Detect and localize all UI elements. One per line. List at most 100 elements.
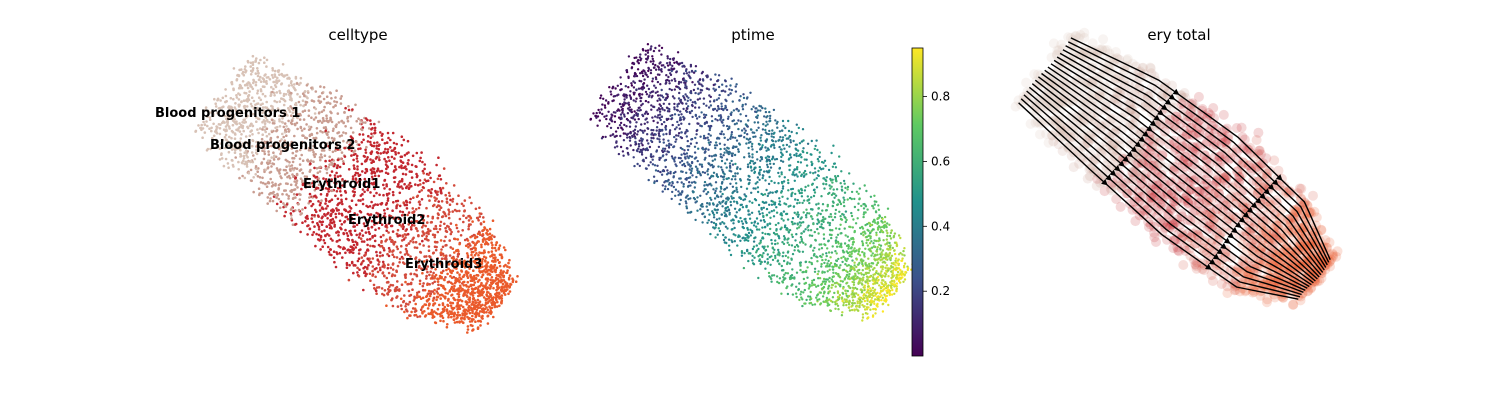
cell-point: [392, 149, 395, 152]
cell-point: [776, 259, 780, 262]
cell-point: [421, 271, 424, 275]
cell-point: [396, 234, 400, 238]
cell-point: [453, 298, 456, 301]
cell-point: [817, 212, 820, 215]
cell-point: [383, 157, 386, 161]
cell-point: [819, 291, 822, 294]
cell-point: [375, 286, 379, 289]
cell-point: [774, 140, 777, 143]
cell-point: [470, 247, 474, 251]
cell-point: [284, 189, 288, 192]
cell-point: [370, 132, 373, 136]
cell-point: [425, 235, 429, 238]
cell-point: [830, 251, 834, 254]
cell-point: [284, 182, 288, 185]
cell-point: [283, 122, 287, 125]
cell-point: [875, 231, 878, 234]
cell-point: [373, 122, 376, 126]
cell-point: [646, 49, 650, 52]
cell-point: [456, 248, 460, 252]
cell-point: [821, 209, 824, 212]
cell-point: [240, 133, 243, 136]
cell-point: [638, 106, 641, 109]
cell-point: [324, 159, 327, 163]
cell-point: [735, 107, 739, 111]
cell-point: [396, 228, 400, 232]
cell-point: [484, 240, 488, 244]
cell-point: [341, 202, 344, 206]
cell-point: [271, 76, 275, 79]
cell-point: [831, 181, 834, 184]
cell-point: [284, 210, 288, 214]
cell-point: [476, 298, 480, 302]
cell-point: [728, 126, 731, 130]
cell-point: [238, 84, 242, 88]
cell-point: [797, 126, 800, 130]
cell-point: [597, 108, 600, 112]
cell-point: [495, 274, 499, 277]
cell-point: [499, 269, 503, 272]
cell-point: [434, 224, 438, 228]
cell-point: [877, 204, 880, 207]
cell-point: [486, 308, 490, 312]
cell-point: [673, 61, 676, 64]
cell-point: [368, 272, 372, 276]
cell-point: [396, 305, 400, 308]
cell-point: [344, 179, 347, 183]
cell-point: [862, 203, 865, 206]
cell-point: [824, 282, 827, 286]
cell-point: [743, 127, 746, 130]
cell-point: [349, 141, 353, 144]
cell-point: [421, 288, 425, 292]
cell-point: [289, 183, 293, 187]
cell-point: [890, 282, 893, 285]
cell-point: [321, 245, 325, 248]
cell-point: [221, 121, 224, 125]
cell-point: [841, 292, 845, 295]
cell-point: [802, 171, 806, 175]
cell-point: [473, 246, 476, 249]
cell-point: [242, 154, 246, 158]
cell-point: [453, 311, 456, 315]
cell-point: [360, 229, 364, 232]
cell-point: [427, 230, 431, 233]
cell-point: [264, 182, 267, 186]
cell-point: [627, 153, 630, 156]
cell-point: [480, 293, 484, 297]
cell-point: [792, 205, 796, 208]
cell-point: [385, 160, 388, 163]
cell-point: [418, 179, 422, 182]
cell-point: [340, 223, 344, 226]
cell-point: [281, 63, 285, 66]
cell-point: [489, 278, 492, 282]
cell-point: [502, 270, 506, 273]
cell-point: [799, 224, 802, 227]
cell-point: [378, 158, 381, 162]
cell-point: [774, 223, 778, 227]
cluster-label-blood-progenitors-1: Blood progenitors 1: [155, 106, 300, 121]
cell-point: [289, 81, 293, 85]
cell-point: [391, 284, 395, 287]
cell-point: [702, 116, 706, 120]
cell-point: [405, 167, 408, 171]
cell-point: [827, 251, 831, 254]
cell-point: [278, 89, 281, 93]
cell-point: [471, 328, 475, 332]
cell-point: [341, 247, 345, 251]
cell-point: [747, 259, 750, 263]
cell-point: [646, 43, 650, 46]
cell-point: [405, 201, 409, 204]
cell-point: [764, 267, 767, 270]
cell-point: [246, 125, 249, 129]
cell-point: [338, 165, 342, 169]
cell-point: [676, 105, 679, 108]
cell-point: [481, 229, 485, 232]
cell-point: [403, 310, 406, 314]
cell-point: [824, 258, 827, 261]
cell-point: [301, 134, 304, 137]
cell-point: [447, 313, 451, 317]
cell-point: [759, 260, 763, 263]
cell-point: [301, 159, 305, 162]
cell-point: [458, 242, 461, 246]
cell-point: [370, 200, 373, 204]
